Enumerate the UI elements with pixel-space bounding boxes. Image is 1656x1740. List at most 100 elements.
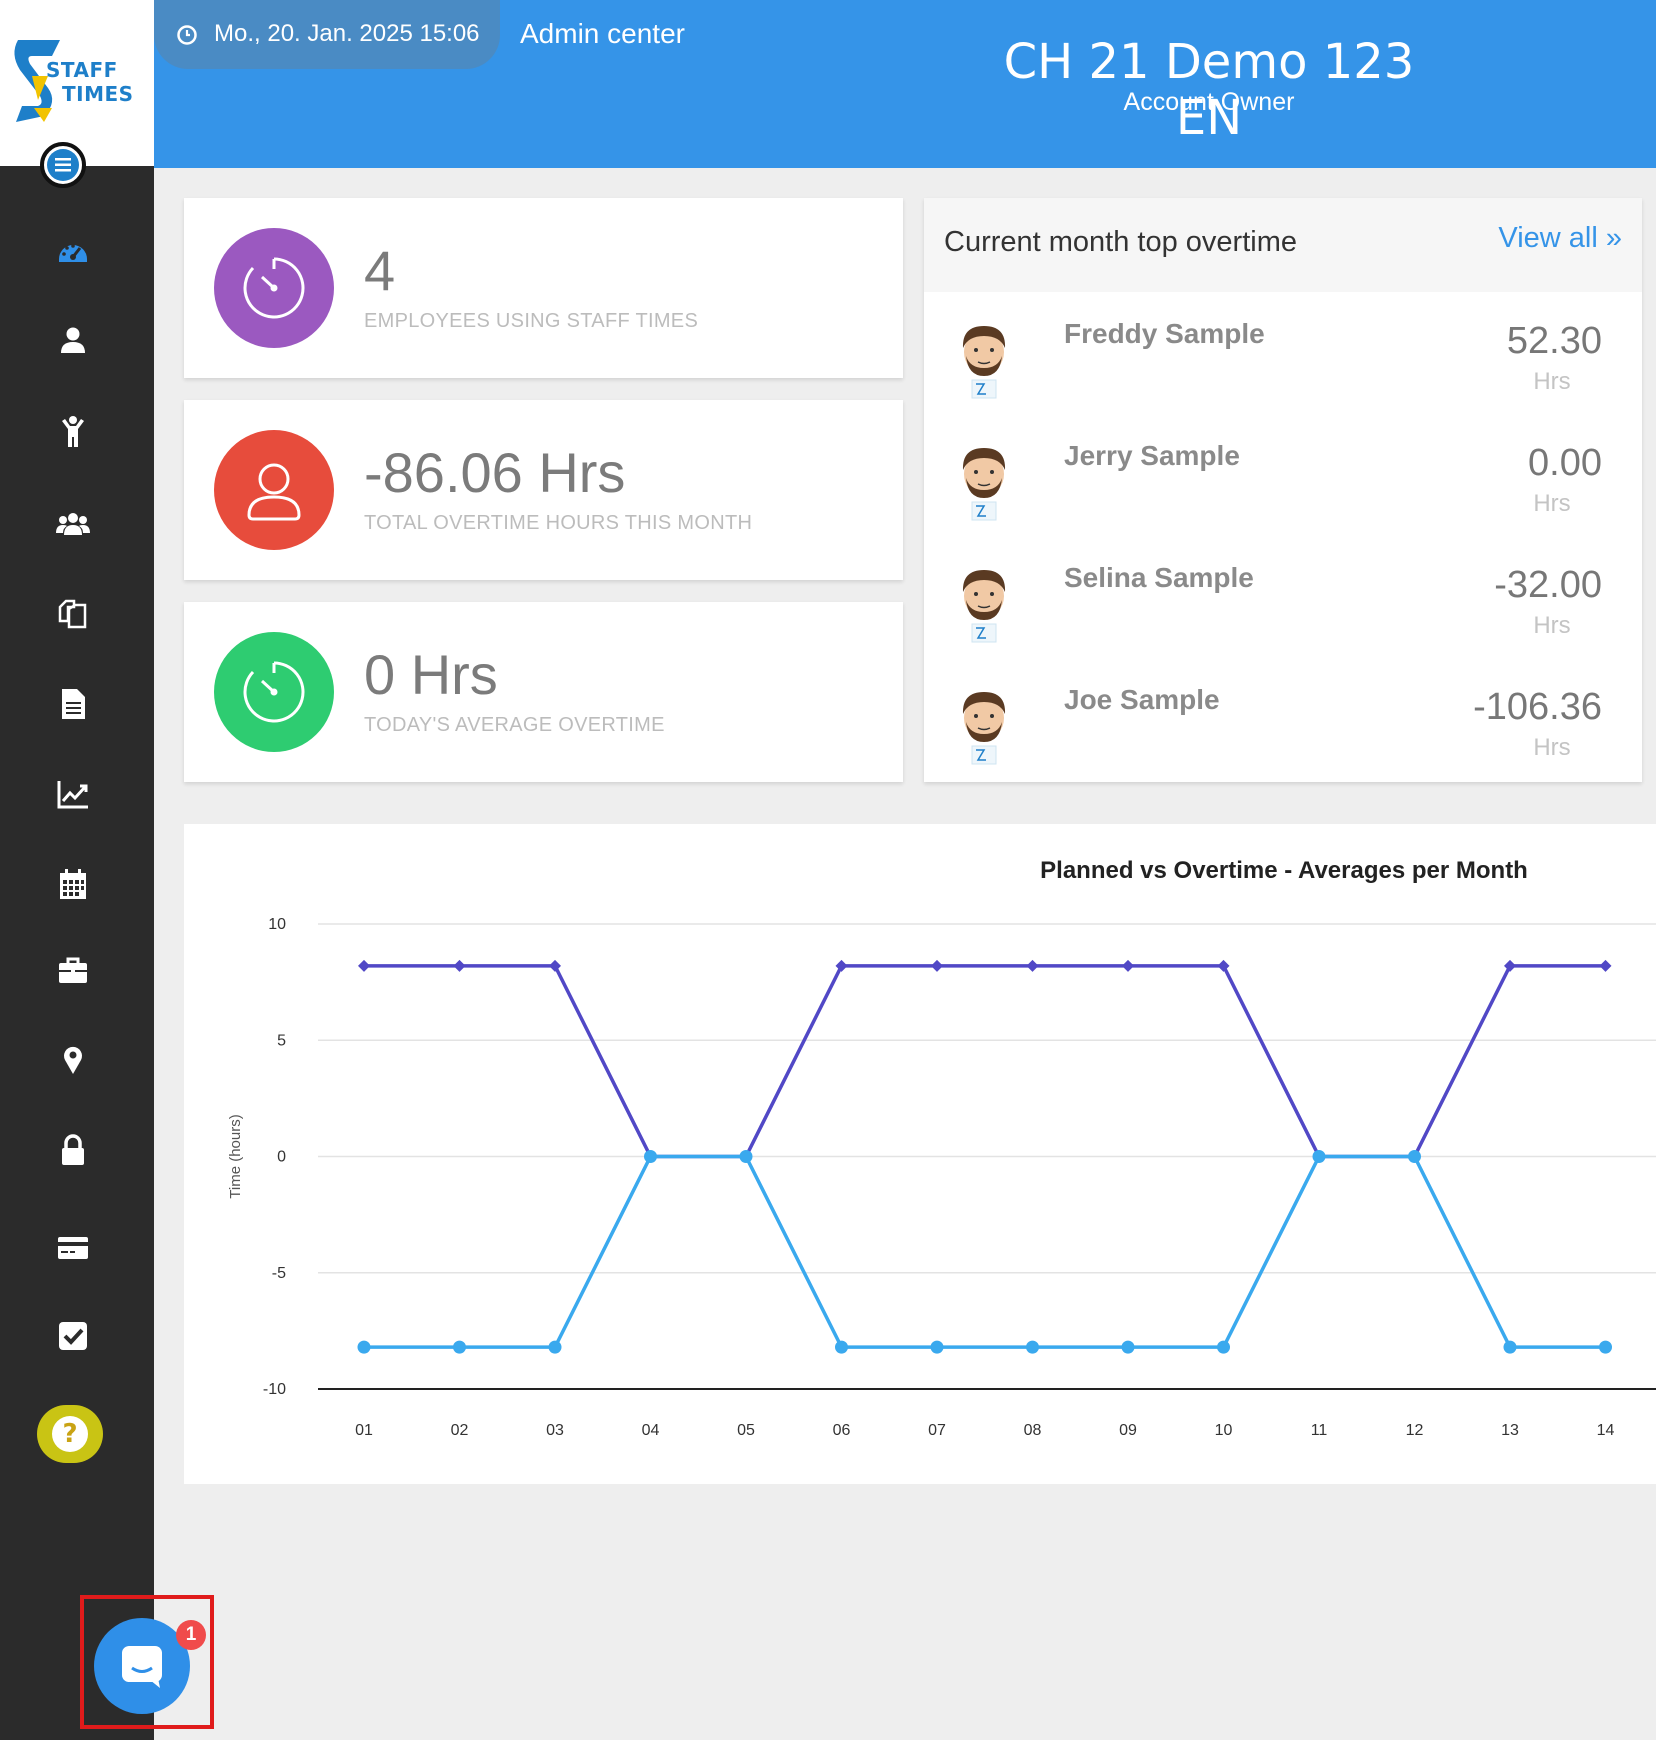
overtime-hours: 0.00 <box>1528 442 1602 484</box>
sidebar-item-tasks[interactable] <box>45 1308 101 1364</box>
data-point <box>1121 1340 1135 1354</box>
lock-icon <box>62 1134 84 1165</box>
current-datetime: Mo., 20. Jan. 2025 15:06 <box>214 20 480 47</box>
sidebar-item-documents[interactable] <box>45 586 101 642</box>
x-tick-label: 05 <box>737 1422 755 1439</box>
data-point <box>549 959 561 972</box>
data-point <box>358 959 370 972</box>
sidebar-item-calendar[interactable] <box>45 856 101 912</box>
sidebar-item-billing[interactable] <box>45 1220 101 1276</box>
stat-icon-circle <box>214 228 334 348</box>
company-name: CH 21 Demo 123 EN <box>1003 34 1415 146</box>
dashboard-icon <box>59 244 87 262</box>
chat-highlight-box <box>80 1595 214 1729</box>
view-all-label: View all <box>1498 222 1598 254</box>
help-button[interactable]: ? <box>37 1405 103 1463</box>
data-point <box>835 1340 848 1354</box>
x-tick-label: 13 <box>1501 1422 1519 1439</box>
account-role: Account Owner <box>1123 88 1295 116</box>
stat-value: -86.06 Hrs <box>364 441 626 504</box>
employee-name[interactable]: Selina Sample <box>1064 562 1254 593</box>
stat-icon-circle <box>214 632 334 752</box>
double-chevron-right-icon: » <box>1605 222 1622 254</box>
sidebar-item-security[interactable] <box>45 1122 101 1178</box>
user-icon <box>61 327 85 353</box>
stat-card-average-overtime: 0 Hrs TODAY'S AVERAGE OVERTIME <box>184 602 903 782</box>
notification-badge: 1 <box>176 1620 206 1650</box>
hours-unit: Hrs <box>1533 612 1571 639</box>
data-point <box>739 1150 753 1163</box>
logo-word-staff: STAFF <box>46 58 118 82</box>
series-line-1 <box>364 964 1606 1159</box>
overtime-row: Jerry Sample 0.00 Hrs <box>924 420 1642 542</box>
data-point <box>1408 1150 1421 1163</box>
stat-label: EMPLOYEES USING STAFF TIMES <box>364 310 699 332</box>
sidebar-item-projects[interactable] <box>45 942 101 998</box>
data-point <box>644 1150 657 1163</box>
data-point <box>1217 959 1230 972</box>
sidebar-item-employees[interactable] <box>45 404 101 460</box>
x-tick-label: 06 <box>833 1422 851 1439</box>
sidebar-item-teams[interactable] <box>45 496 101 552</box>
chat-icon <box>122 1646 162 1688</box>
employee-name[interactable]: Joe Sample <box>1064 684 1220 715</box>
x-tick-label: 12 <box>1406 1422 1424 1439</box>
help-icon: ? <box>52 1416 88 1452</box>
admin-center-link[interactable]: Admin center <box>520 18 685 49</box>
stopwatch-icon <box>243 661 305 723</box>
y-tick-label: 5 <box>277 1032 286 1049</box>
overtime-row: Freddy Sample 52.30 Hrs <box>924 298 1642 420</box>
briefcase-icon <box>59 957 87 983</box>
series-line-2 <box>364 1154 1606 1349</box>
sidebar-item-locations[interactable] <box>45 1032 101 1088</box>
data-point <box>1599 959 1612 972</box>
avatar <box>962 326 1006 399</box>
data-point <box>931 959 943 972</box>
y-tick-label: -5 <box>272 1265 286 1282</box>
panel-header: Current month top overtime View all » <box>924 198 1642 292</box>
clock-icon <box>177 25 197 45</box>
x-tick-label: 03 <box>546 1422 564 1439</box>
data-point <box>1504 959 1516 972</box>
data-point <box>453 959 466 972</box>
data-point <box>1122 959 1134 972</box>
data-point <box>548 1340 562 1354</box>
x-tick-label: 08 <box>1024 1422 1042 1439</box>
menu-list-icon <box>47 149 79 181</box>
sidebar-item-dashboard[interactable] <box>45 224 101 280</box>
map-pin-icon <box>64 1046 82 1074</box>
stat-label: TOTAL OVERTIME HOURS THIS MONTH <box>364 512 753 534</box>
employee-name[interactable]: Freddy Sample <box>1064 318 1265 349</box>
hours-unit: Hrs <box>1533 368 1571 395</box>
chat-button[interactable] <box>94 1618 190 1714</box>
sidebar-item-profile[interactable] <box>45 312 101 368</box>
copy-icon <box>58 599 87 629</box>
sidebar-item-statistics[interactable] <box>45 766 101 822</box>
x-tick-label: 07 <box>928 1422 946 1439</box>
chart-card: Planned vs Overtime - Averages per Month… <box>184 824 1656 1484</box>
data-point <box>1217 1340 1230 1354</box>
overtime-hours: -32.00 <box>1494 564 1602 606</box>
line-chart-icon <box>57 781 88 809</box>
x-tick-label: 02 <box>451 1422 469 1439</box>
view-all-link[interactable]: View all » <box>1498 222 1622 255</box>
y-axis-label: Time (hours) <box>227 1114 244 1198</box>
avatar <box>962 448 1006 521</box>
checkbox-icon <box>59 1322 87 1350</box>
stopwatch-icon <box>243 257 305 319</box>
sidebar: STAFF TIMES <box>0 0 154 1740</box>
file-text-icon <box>62 689 85 719</box>
planned-vs-overtime-chart: Planned vs Overtime - Averages per Month… <box>227 857 1656 1439</box>
person-raised-arms-icon <box>62 416 84 447</box>
overtime-hours: 52.30 <box>1506 320 1602 362</box>
overtime-row: Joe Sample -106.36 Hrs <box>924 664 1642 786</box>
employee-name[interactable]: Jerry Sample <box>1064 440 1240 471</box>
logo[interactable]: STAFF TIMES <box>0 0 154 166</box>
stat-label: TODAY'S AVERAGE OVERTIME <box>364 714 665 736</box>
group-icon <box>56 513 90 535</box>
sidebar-item-reports[interactable] <box>45 676 101 732</box>
menu-toggle-button[interactable] <box>40 142 86 188</box>
panel-title: Current month top overtime <box>944 226 1297 258</box>
x-tick-label: 11 <box>1311 1422 1328 1439</box>
data-point <box>1599 1340 1612 1354</box>
